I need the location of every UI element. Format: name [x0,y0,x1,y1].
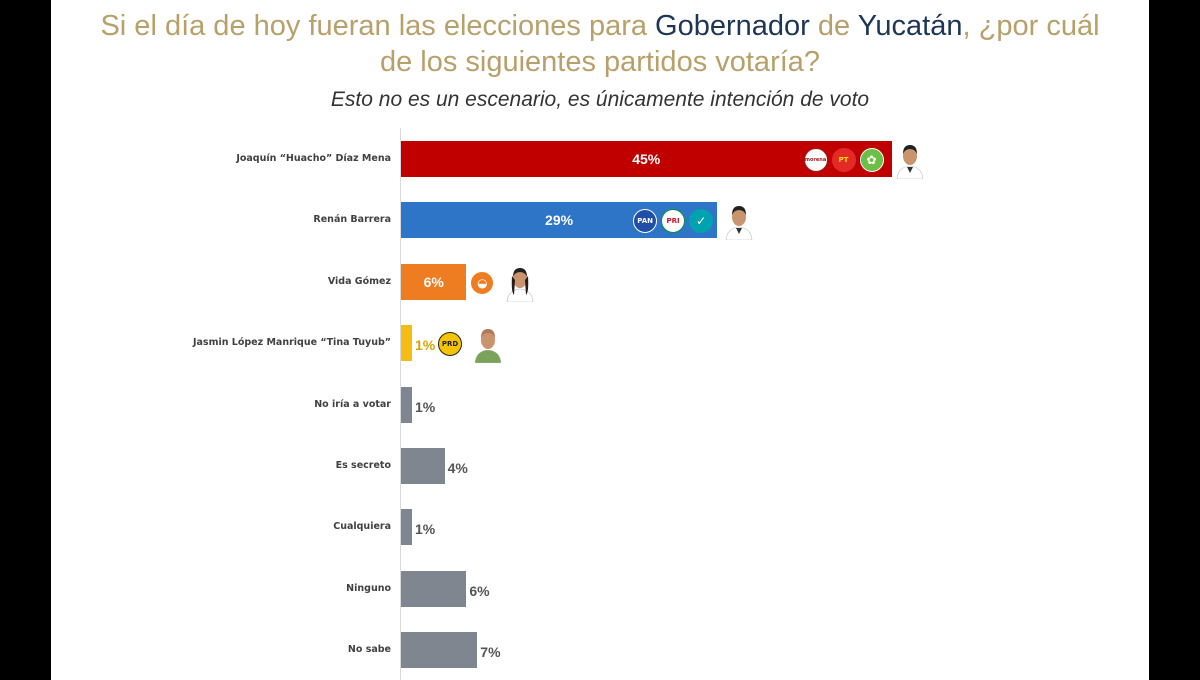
party-logo-PRD-icon: PRD [438,332,462,357]
title-highlight-yucatan: Yucatán [857,10,963,42]
title-line-2: de los siguientes partidos votaría? [379,46,821,78]
bar [401,570,467,607]
category-label: Es secreto [335,460,391,471]
slide: Si el día de hoy fueran las elecciones p… [51,0,1149,680]
data-label: 1% [415,398,436,415]
category-label: No iría a votar [314,398,391,410]
bar [401,386,412,423]
data-label: 45% [632,151,661,167]
data-label: 7% [480,644,501,661]
data-label: 1% [415,521,436,538]
category-axis-line [400,128,401,680]
title-text: , ¿por cuál [962,10,1100,42]
party-logo-nueva-alianza-icon: ✓ [689,209,714,234]
category-label: Joaquín “Huacho” Díaz Mena [236,153,391,164]
party-logo-verde-icon: ✿ [859,148,884,172]
category-label: Vida Gómez [327,275,391,287]
bar [401,509,412,546]
title-text: Si el día de hoy fueran las elecciones p… [100,10,656,42]
data-label: 29% [545,212,574,229]
bar [401,448,445,484]
chart-title: Si el día de hoy fueran las elecciones p… [51,8,1149,80]
party-logo-PRI-icon: PRI [661,209,686,234]
title-highlight-gobernador: Gobernador [655,10,810,42]
party-logo-PAN-icon: PAN [633,209,658,234]
category-label: Renán Barrera [313,214,391,226]
candidate-photo-icon [474,329,502,364]
data-label: 4% [447,460,468,476]
category-label: No sabe [347,644,391,656]
category-label: Ninguno [346,582,391,594]
bar [401,632,478,669]
bar [401,325,412,362]
candidate-photo-icon [896,145,923,179]
category-label: Jasmin López Manrique “Tina Tuyub” [192,337,391,349]
data-label: 1% [415,337,436,354]
chart-subtitle: Esto no es un escenario, es únicamente i… [330,88,870,111]
party-logo-MC-icon: ◒ [470,270,495,295]
data-label: 6% [469,582,490,599]
data-label: 6% [423,273,444,290]
title-text: de [809,10,858,42]
candidate-photo-icon [507,267,534,302]
bar [401,263,467,300]
category-label: Cualquiera [333,521,391,533]
party-logo-morena-icon: morena [803,148,828,172]
party-logo-PT-icon: PT [831,148,856,172]
candidate-photo-icon [725,206,753,241]
